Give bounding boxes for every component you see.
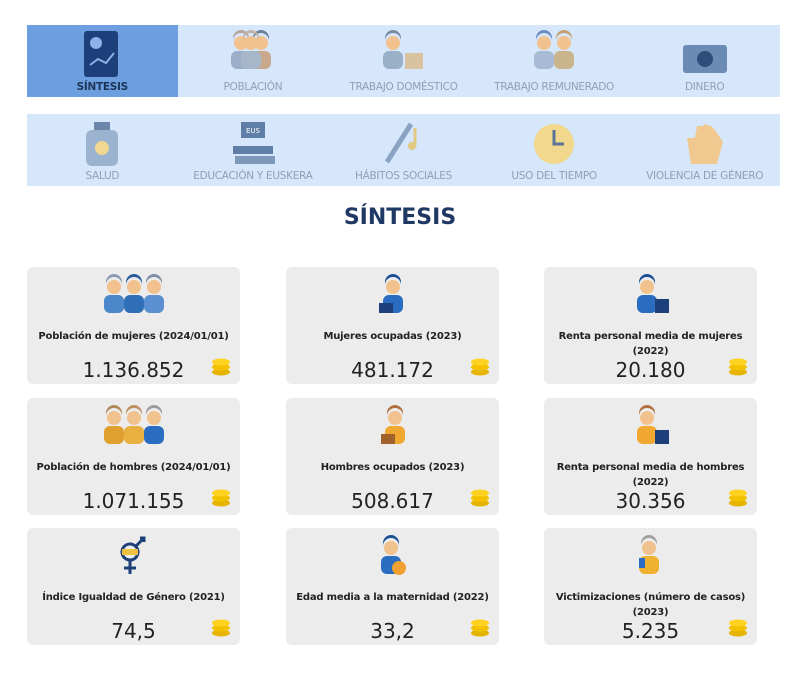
card-label: Victimizaciones (número de casos) (2023) <box>555 592 746 618</box>
card-value: 30.356 <box>615 489 686 513</box>
nav-tab[interactable]: SÍNTESIS <box>27 25 178 97</box>
coin-icon <box>729 619 747 637</box>
icon-icon <box>638 535 659 574</box>
nav-label: USO DEL TIEMPO <box>511 170 597 182</box>
card-label: Mujeres ocupadas (2023) <box>323 331 462 342</box>
card-label: Población de hombres (2024/01/01) <box>36 462 231 473</box>
icon-icon <box>636 405 669 444</box>
nav-label: SALUD <box>85 170 120 182</box>
nav-label: VIOLENCIA DE GÉNERO <box>646 170 764 182</box>
card-label: Índice Igualdad de Género (2021) <box>42 592 225 603</box>
nav-icon <box>383 30 424 69</box>
coin-icon <box>212 619 230 637</box>
nav-tab[interactable]: TRABAJO DOMÉSTICO <box>328 25 479 97</box>
nav-tab[interactable]: HÁBITOS SOCIALES <box>328 114 479 186</box>
nav-icon <box>86 122 119 166</box>
coin-icon <box>471 489 489 507</box>
nav-label: HÁBITOS SOCIALES <box>355 170 452 182</box>
icon-icon <box>636 274 669 313</box>
icon-icon <box>120 536 145 574</box>
coin-icon <box>471 619 489 637</box>
card-value: 481.172 <box>351 358 434 382</box>
coin-icon <box>212 489 230 507</box>
nav-label: TRABAJO REMUNERADO <box>494 81 614 93</box>
card-label: Renta personal media de mujeres (2022) <box>558 331 743 357</box>
coin-icon <box>729 358 747 376</box>
card-label: Edad media a la maternidad (2022) <box>296 592 489 603</box>
icon-icon <box>103 274 164 313</box>
card-value: 33,2 <box>370 619 415 643</box>
stat-card[interactable]: Edad media a la maternidad (2022) 33,2 <box>286 528 499 645</box>
nav-tab[interactable]: EUS EDUCACIÓN Y EUSKERA <box>178 114 329 186</box>
nav-tab[interactable]: TRABAJO REMUNERADO <box>479 25 630 97</box>
stat-card[interactable]: Victimizaciones (número de casos) (2023)… <box>544 528 757 645</box>
nav-tab[interactable]: POBLACIÓN <box>178 25 329 97</box>
nav-icon <box>84 31 119 77</box>
card-value: 1.071.155 <box>82 489 185 513</box>
icon-icon <box>378 274 403 313</box>
nav-tab[interactable]: DINERO <box>629 25 780 97</box>
nav-tab[interactable]: VIOLENCIA DE GÉNERO <box>629 114 780 186</box>
nav-icon <box>534 124 575 164</box>
nav-label: POBLACIÓN <box>223 81 283 93</box>
nav-row: SÍNTESIS POBLACIÓN TRABAJO DOMÉSTICO TRABAJ… <box>27 25 780 97</box>
nav-label: DINERO <box>684 81 725 93</box>
card-value: 1.136.852 <box>82 358 185 382</box>
nav-icon <box>682 45 727 73</box>
icon-text: EUS <box>246 127 261 135</box>
nav-tab[interactable]: SALUD <box>27 114 178 186</box>
nav-tab[interactable]: USO DEL TIEMPO <box>479 114 630 186</box>
nav-label: EDUCACIÓN Y EUSKERA <box>193 170 313 182</box>
card-label: Renta personal media de hombres (2022) <box>556 462 745 488</box>
nav-label: SÍNTESIS <box>76 81 129 93</box>
stat-card[interactable]: Mujeres ocupadas (2023) 481.172 <box>286 267 499 384</box>
stat-card[interactable]: Índice Igualdad de Género (2021) 74,5 <box>27 528 240 645</box>
nav-icon <box>230 30 271 69</box>
nav-label: TRABAJO DOMÉSTICO <box>349 81 458 93</box>
nav-icon: EUS <box>232 122 275 164</box>
card-value: 508.617 <box>351 489 434 513</box>
stat-card[interactable]: Población de mujeres (2024/01/01) 1.136.8… <box>27 267 240 384</box>
stat-card[interactable]: Renta personal media de hombres (2022) 30… <box>544 398 757 515</box>
icon-icon <box>103 405 164 444</box>
icon-icon <box>380 405 405 444</box>
coin-icon <box>212 358 230 376</box>
section-title: SÍNTESIS <box>343 205 457 230</box>
coin-icon <box>471 358 489 376</box>
stat-card[interactable]: Población de hombres (2024/01/01) 1.071.1… <box>27 398 240 515</box>
card-value: 20.180 <box>615 358 686 382</box>
coin-icon <box>729 489 747 507</box>
card-label: Hombres ocupados (2023) <box>320 462 465 473</box>
stat-card[interactable]: Hombres ocupados (2023) 508.617 <box>286 398 499 515</box>
card-value: 74,5 <box>111 619 156 643</box>
nav-icon <box>385 122 417 164</box>
card-value: 5.235 <box>621 619 680 643</box>
nav-row: SALUD EUS EDUCACIÓN Y EUSKERA HÁBITOS SOCIA… <box>27 114 780 186</box>
nav-icon <box>534 30 575 69</box>
nav-icon <box>686 124 723 164</box>
stat-card[interactable]: Renta personal media de mujeres (2022) 20… <box>544 267 757 384</box>
icon-icon <box>380 535 406 575</box>
card-label: Población de mujeres (2024/01/01) <box>38 331 229 342</box>
